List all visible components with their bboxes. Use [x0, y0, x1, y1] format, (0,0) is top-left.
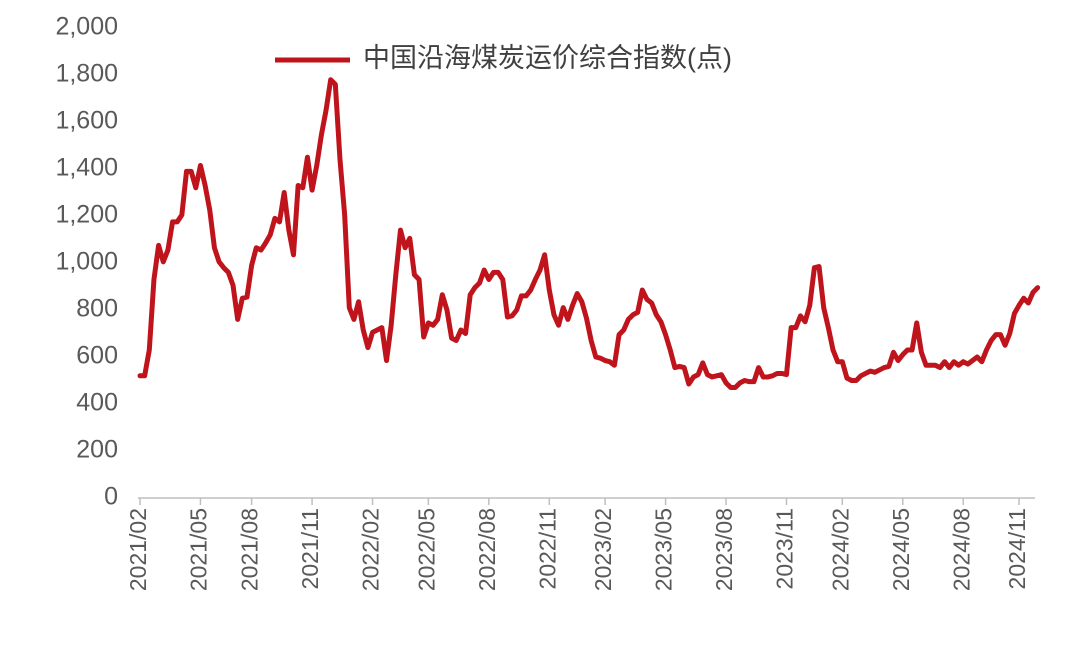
- x-tick-label: 2022/05: [413, 508, 439, 591]
- x-tick-label: 2024/02: [827, 508, 853, 591]
- x-tick-label: 2021/02: [125, 508, 151, 591]
- y-tick-label: 2,000: [55, 13, 118, 41]
- x-tick-label: 2023/02: [590, 508, 616, 591]
- y-tick-label: 600: [76, 342, 118, 370]
- x-tick-label: 2024/08: [948, 508, 974, 591]
- x-tick-label: 2023/05: [651, 508, 677, 591]
- x-tick-label: 2024/11: [1004, 508, 1030, 589]
- legend-label: 中国沿海煤炭运价综合指数(点): [363, 43, 732, 73]
- y-tick-label: 1,000: [55, 248, 118, 276]
- y-tick-label: 400: [76, 389, 118, 417]
- y-tick-label: 800: [76, 295, 118, 323]
- x-tick-label: 2023/11: [772, 508, 798, 589]
- x-tick-label: 2022/11: [534, 508, 560, 589]
- x-tick-label: 2021/08: [237, 508, 263, 591]
- x-tick-label: 2021/05: [186, 508, 212, 591]
- y-tick-label: 200: [76, 436, 118, 464]
- y-tick-label: 0: [104, 483, 118, 511]
- x-tick-label: 2024/05: [888, 508, 914, 591]
- x-tick-label: 2022/08: [474, 508, 500, 591]
- x-tick-label: 2022/02: [358, 508, 384, 591]
- y-tick-label: 1,200: [55, 201, 118, 229]
- data-line: [137, 77, 1041, 391]
- y-tick-label: 1,400: [55, 154, 118, 182]
- y-tick-label: 1,800: [55, 60, 118, 88]
- x-tick-label: 2021/11: [297, 508, 323, 589]
- y-tick-label: 1,600: [55, 107, 118, 135]
- x-tick-label: 2023/08: [711, 508, 737, 591]
